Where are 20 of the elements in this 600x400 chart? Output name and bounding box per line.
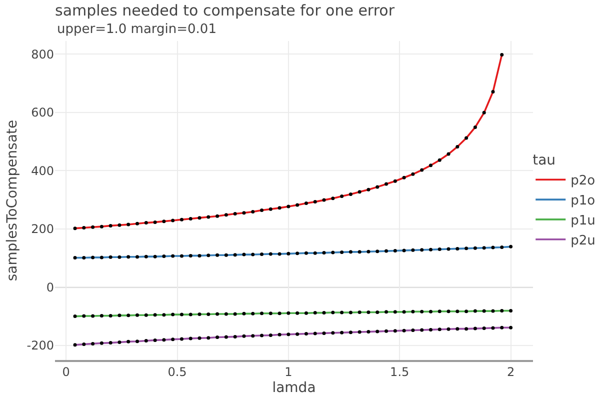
legend-label: p1o xyxy=(570,194,596,209)
x-tick-label: 2 xyxy=(506,365,515,380)
y-tick-label: 600 xyxy=(31,106,54,120)
x-tick-label: 1.5 xyxy=(390,365,410,380)
y-tick-label: 0 xyxy=(46,280,54,294)
legend-label: p2u xyxy=(570,233,596,248)
y-tick-label: 200 xyxy=(31,222,54,236)
y-tick-label: -200 xyxy=(26,338,54,353)
x-axis-title: lamda xyxy=(272,380,316,396)
legend-label: p2o xyxy=(570,174,596,189)
y-tick-label: 400 xyxy=(31,164,54,178)
chart-title: samples needed to compensate for one error xyxy=(55,1,396,20)
legend-label: p1u xyxy=(570,214,596,229)
legend-title: tau xyxy=(532,152,556,169)
chart-subtitle: upper=1.0 margin=0.01 xyxy=(57,22,216,37)
y-tick-label: 800 xyxy=(31,47,54,62)
x-tick-label: 0 xyxy=(62,365,70,380)
x-tick-label: 0.5 xyxy=(168,365,187,380)
y-axis-title: samplesToCompensate xyxy=(4,120,20,282)
x-tick-label: 1 xyxy=(284,365,292,380)
